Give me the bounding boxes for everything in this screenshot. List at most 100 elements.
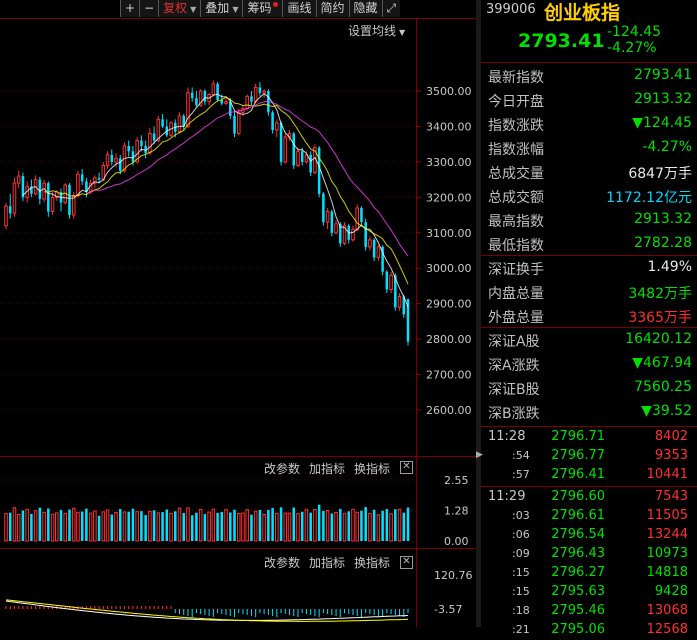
volume-bar <box>148 510 152 542</box>
volume-bar <box>309 512 312 541</box>
quote-row-label: 总成交量 <box>488 166 544 182</box>
tick-volume: 7543 <box>654 489 688 504</box>
y-tick-label: 3500.00 <box>426 85 472 98</box>
candle-body <box>283 136 288 163</box>
candle-body <box>376 246 381 259</box>
candle-body <box>385 271 389 290</box>
switch-indicator-button[interactable]: 换指标 <box>354 556 391 570</box>
volume-bar <box>97 515 101 541</box>
volume-bar <box>304 509 309 542</box>
volume-bar <box>85 508 88 541</box>
volume-bar <box>385 509 389 541</box>
quote-row-label: 最低指数 <box>488 238 544 254</box>
jianyue-button[interactable]: 简约 <box>315 0 349 17</box>
tick-time: 11:28 <box>488 429 526 444</box>
candle-body <box>236 111 241 135</box>
chouma-button[interactable]: 筹码 <box>242 0 283 17</box>
candle-body <box>360 207 363 223</box>
tick-time: :06 <box>512 528 530 541</box>
volume-bar <box>122 511 127 542</box>
chouma-label: 筹码 <box>247 1 272 15</box>
ma10-line <box>44 96 409 285</box>
divider <box>0 548 476 549</box>
current-price: 2793.41 <box>518 30 605 52</box>
volume-bar <box>207 511 211 542</box>
divider <box>481 327 697 328</box>
quote-row-label: 深B涨跌 <box>488 406 540 422</box>
volume-bar <box>389 513 393 542</box>
ma5-line <box>22 93 409 308</box>
volume-bar <box>347 511 351 541</box>
fuquan-dropdown[interactable]: 复权 ▼ <box>158 0 201 17</box>
quote-row-value: 2913.32 <box>634 91 692 107</box>
switch-indicator-button[interactable]: 换指标 <box>354 462 391 476</box>
tick-row: 11:28 2796.71 8402 <box>481 428 697 447</box>
volume-bar <box>325 510 330 542</box>
volume-bar <box>182 512 185 541</box>
y-tick-label: 3300.00 <box>426 156 472 169</box>
volume-bar <box>292 507 296 541</box>
candle-body <box>161 119 164 127</box>
volume-bar <box>351 508 355 542</box>
volume-bar <box>114 511 118 542</box>
add-indicator-button[interactable]: 加指标 <box>309 556 346 570</box>
volume-bar <box>334 511 338 542</box>
candle-body <box>309 154 312 173</box>
volume-bar <box>397 508 402 542</box>
volume-bar <box>211 508 216 542</box>
tick-price: 2796.43 <box>551 546 605 561</box>
quote-row-label: 最高指数 <box>488 214 544 230</box>
candle-body <box>275 122 279 131</box>
add-indicator-button[interactable]: 加指标 <box>309 462 346 476</box>
diejia-dropdown[interactable]: 叠加 ▼ <box>200 0 243 17</box>
quote-row-value: 6847万手 <box>628 166 692 182</box>
volume-bar <box>144 515 147 541</box>
candlestick-chart[interactable]: 3500.00 3400.00 3300.00 3200.00 3100.00 3000.… <box>0 18 476 627</box>
candle-body <box>381 246 384 272</box>
quote-row: 深证B股 7560.25 <box>481 376 697 400</box>
candle-body <box>68 184 71 216</box>
quote-row: 总成交量 6847万手 <box>481 160 697 184</box>
panel-splitter[interactable] <box>476 0 481 627</box>
quote-row: 最高指数 2913.32 <box>481 208 697 232</box>
close-icon[interactable]: ✕ <box>400 556 413 569</box>
tick-time: :57 <box>512 468 530 481</box>
collapse-arrow-icon[interactable]: ▶ <box>476 450 483 460</box>
divider <box>481 62 697 63</box>
quote-row: 今日开盘 2913.32 <box>481 88 697 112</box>
close-icon[interactable]: ✕ <box>400 461 413 474</box>
volume-bar <box>406 507 410 541</box>
volume-bar <box>47 508 50 541</box>
quote-row: 深A涨跌 ▼467.94 <box>481 352 697 376</box>
change-params-button[interactable]: 改参数 <box>264 462 301 476</box>
volume-tick-label: 0.00 <box>444 535 469 548</box>
candle-body <box>216 83 219 100</box>
ma20-line <box>86 100 409 257</box>
yincang-button[interactable]: 隐藏 <box>348 0 382 17</box>
volume-bar <box>71 507 76 542</box>
candle-body <box>195 98 198 106</box>
candle-body <box>144 145 147 154</box>
volume-bar <box>283 512 288 542</box>
zoom-out-button[interactable]: − <box>139 0 159 17</box>
volume-bar <box>25 508 29 542</box>
zoom-in-button[interactable]: + <box>120 0 140 17</box>
volume-bar <box>220 511 224 541</box>
quote-row-label: 深A涨跌 <box>488 358 540 374</box>
volume-bar <box>93 510 97 542</box>
change-params-button[interactable]: 改参数 <box>264 556 301 570</box>
candle-body <box>355 207 359 230</box>
volume-bar <box>381 510 384 541</box>
quote-row-value: 3482万手 <box>628 286 692 302</box>
candle-body <box>186 92 190 127</box>
candle-body <box>114 157 118 163</box>
volume-bar <box>279 507 283 541</box>
expand-icon[interactable]: ⤢ <box>381 0 401 17</box>
quote-row-value: ▼39.52 <box>641 403 692 419</box>
huaxian-button[interactable]: 画线 <box>282 0 316 17</box>
volume-bar <box>322 510 325 541</box>
volume-bar <box>140 511 143 541</box>
candle-body <box>38 179 42 200</box>
chevron-down-icon: ▼ <box>399 28 406 37</box>
set-ma-dropdown[interactable]: 设置均线 ▼ <box>348 22 405 39</box>
